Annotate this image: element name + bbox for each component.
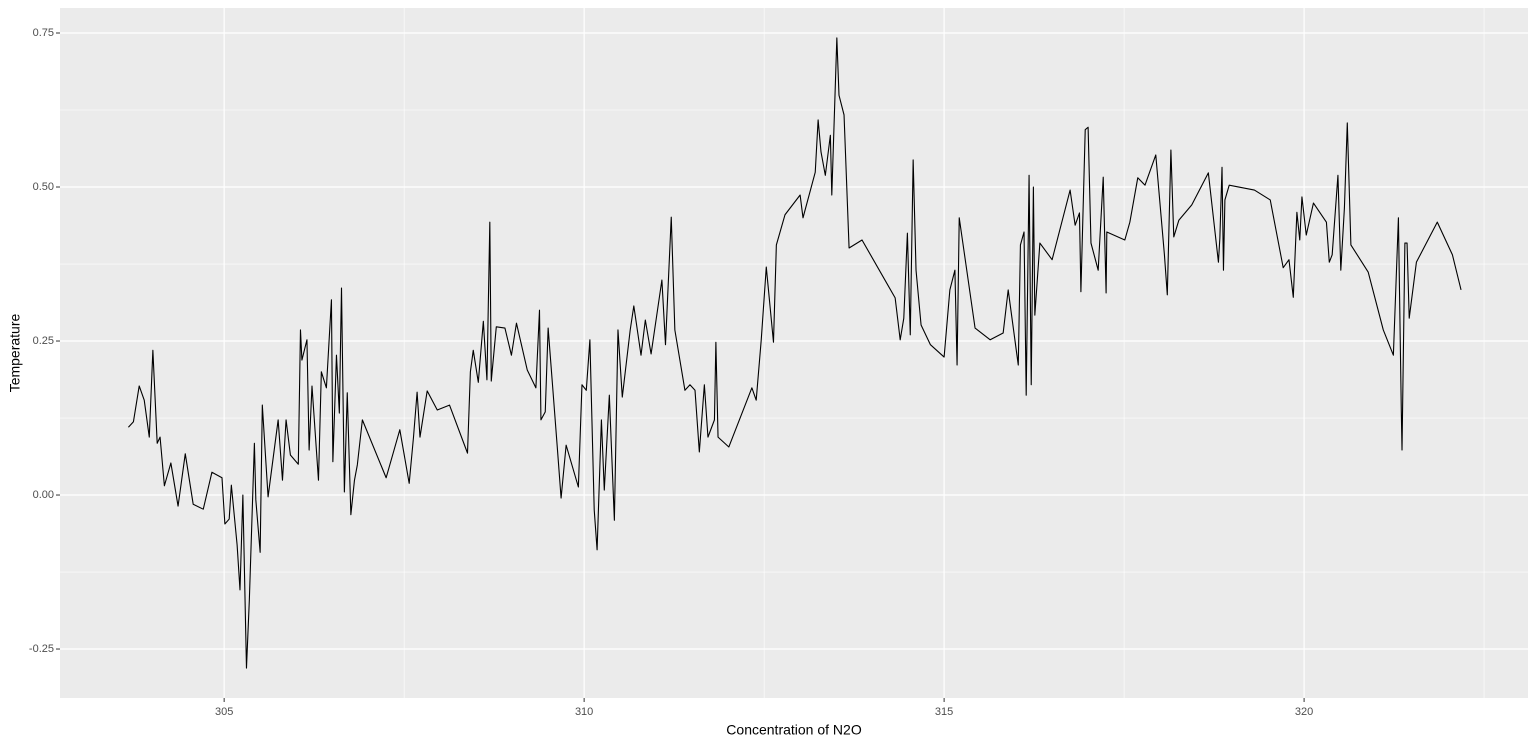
y-tick-label: 0.75 — [33, 27, 54, 39]
y-tick-label: 0.25 — [33, 335, 54, 347]
y-tick-label: -0.25 — [29, 643, 54, 655]
x-tick-label: 305 — [215, 706, 233, 718]
marks — [127, 37, 1462, 669]
y-tick-label: 0.50 — [33, 181, 54, 193]
x-tick-label: 310 — [575, 706, 593, 718]
grid — [60, 8, 1528, 698]
panel — [60, 8, 1528, 698]
y-tick-label: 0.00 — [33, 489, 54, 501]
data-line — [127, 37, 1462, 669]
y-axis-title: Temperature — [7, 313, 23, 392]
x-axis-title: Concentration of N2O — [726, 722, 862, 738]
x-tick-label: 315 — [935, 706, 953, 718]
x-tick-label: 320 — [1295, 706, 1313, 718]
